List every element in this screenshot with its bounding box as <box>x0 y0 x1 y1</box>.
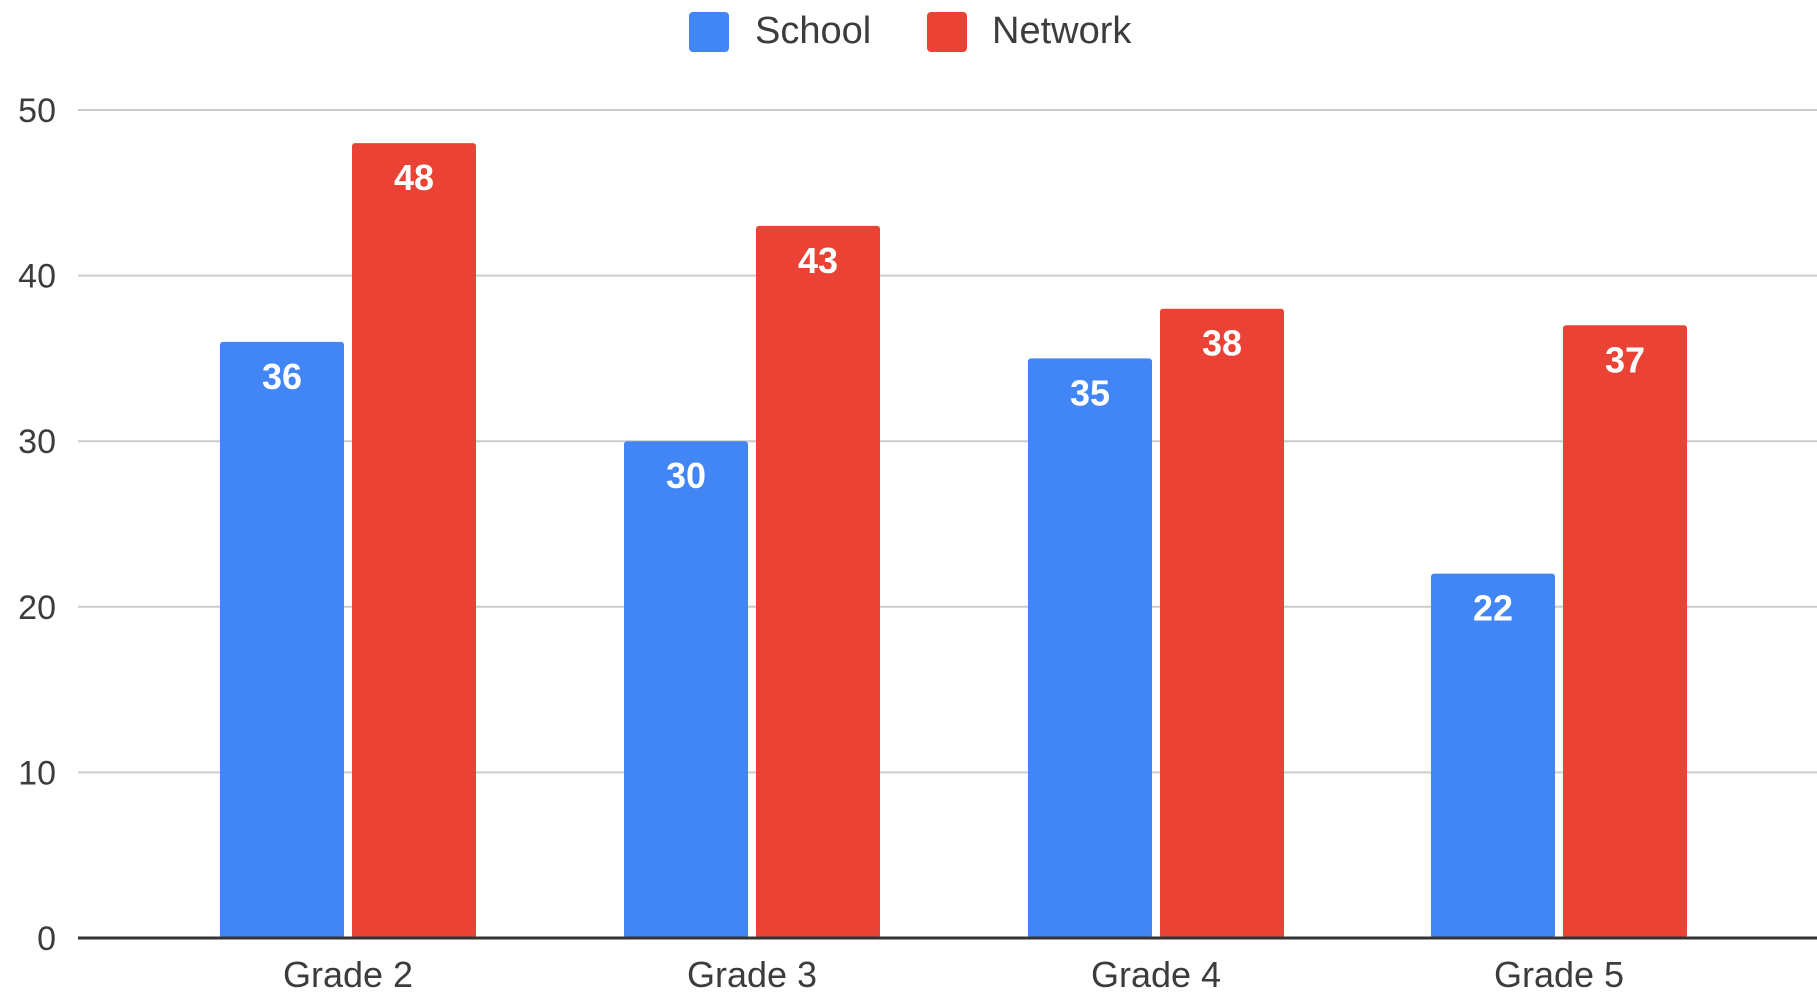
data-label: 43 <box>798 240 838 281</box>
y-tick-label: 40 <box>18 258 56 296</box>
legend: School Network <box>689 10 1132 52</box>
bar-network-grade-4 <box>1160 308 1284 939</box>
data-label: 48 <box>394 157 434 198</box>
bar-school-grade-5 <box>1431 573 1555 938</box>
y-tick-label: 20 <box>18 589 56 627</box>
bar-school-grade-4 <box>1028 358 1152 938</box>
x-category-label: Grade 4 <box>1091 954 1221 994</box>
data-label: 30 <box>666 455 706 496</box>
data-label: 37 <box>1605 339 1645 380</box>
data-label: 35 <box>1070 372 1110 413</box>
data-label: 22 <box>1473 588 1513 629</box>
bar-school-grade-3 <box>624 441 748 938</box>
y-tick-label: 10 <box>18 754 56 792</box>
legend-swatch-school <box>689 12 729 52</box>
data-label: 38 <box>1202 323 1242 364</box>
bar-school-grade-2 <box>220 341 344 939</box>
legend-label-school: School <box>755 10 871 52</box>
y-tick-label: 50 <box>18 92 56 130</box>
legend-swatch-network <box>927 12 967 52</box>
bar-network-grade-5 <box>1563 325 1687 938</box>
data-label: 36 <box>262 356 302 397</box>
x-category-label: Grade 5 <box>1494 954 1624 994</box>
bar-network-grade-3 <box>756 225 880 939</box>
bar-network-grade-2 <box>352 143 476 938</box>
x-category-label: Grade 2 <box>283 954 413 994</box>
y-tick-label: 30 <box>18 423 56 461</box>
x-category-label: Grade 3 <box>687 954 817 994</box>
x-axis-categories: Grade 2 Grade 3 Grade 4 Grade 5 <box>283 954 1624 995</box>
data-labels: 36 48 30 43 35 38 22 37 <box>262 157 1645 629</box>
bars <box>220 143 1687 939</box>
y-axis-ticks: 0 10 20 30 40 50 <box>18 92 56 958</box>
legend-label-network: Network <box>992 10 1132 52</box>
y-tick-label: 0 <box>37 920 56 958</box>
